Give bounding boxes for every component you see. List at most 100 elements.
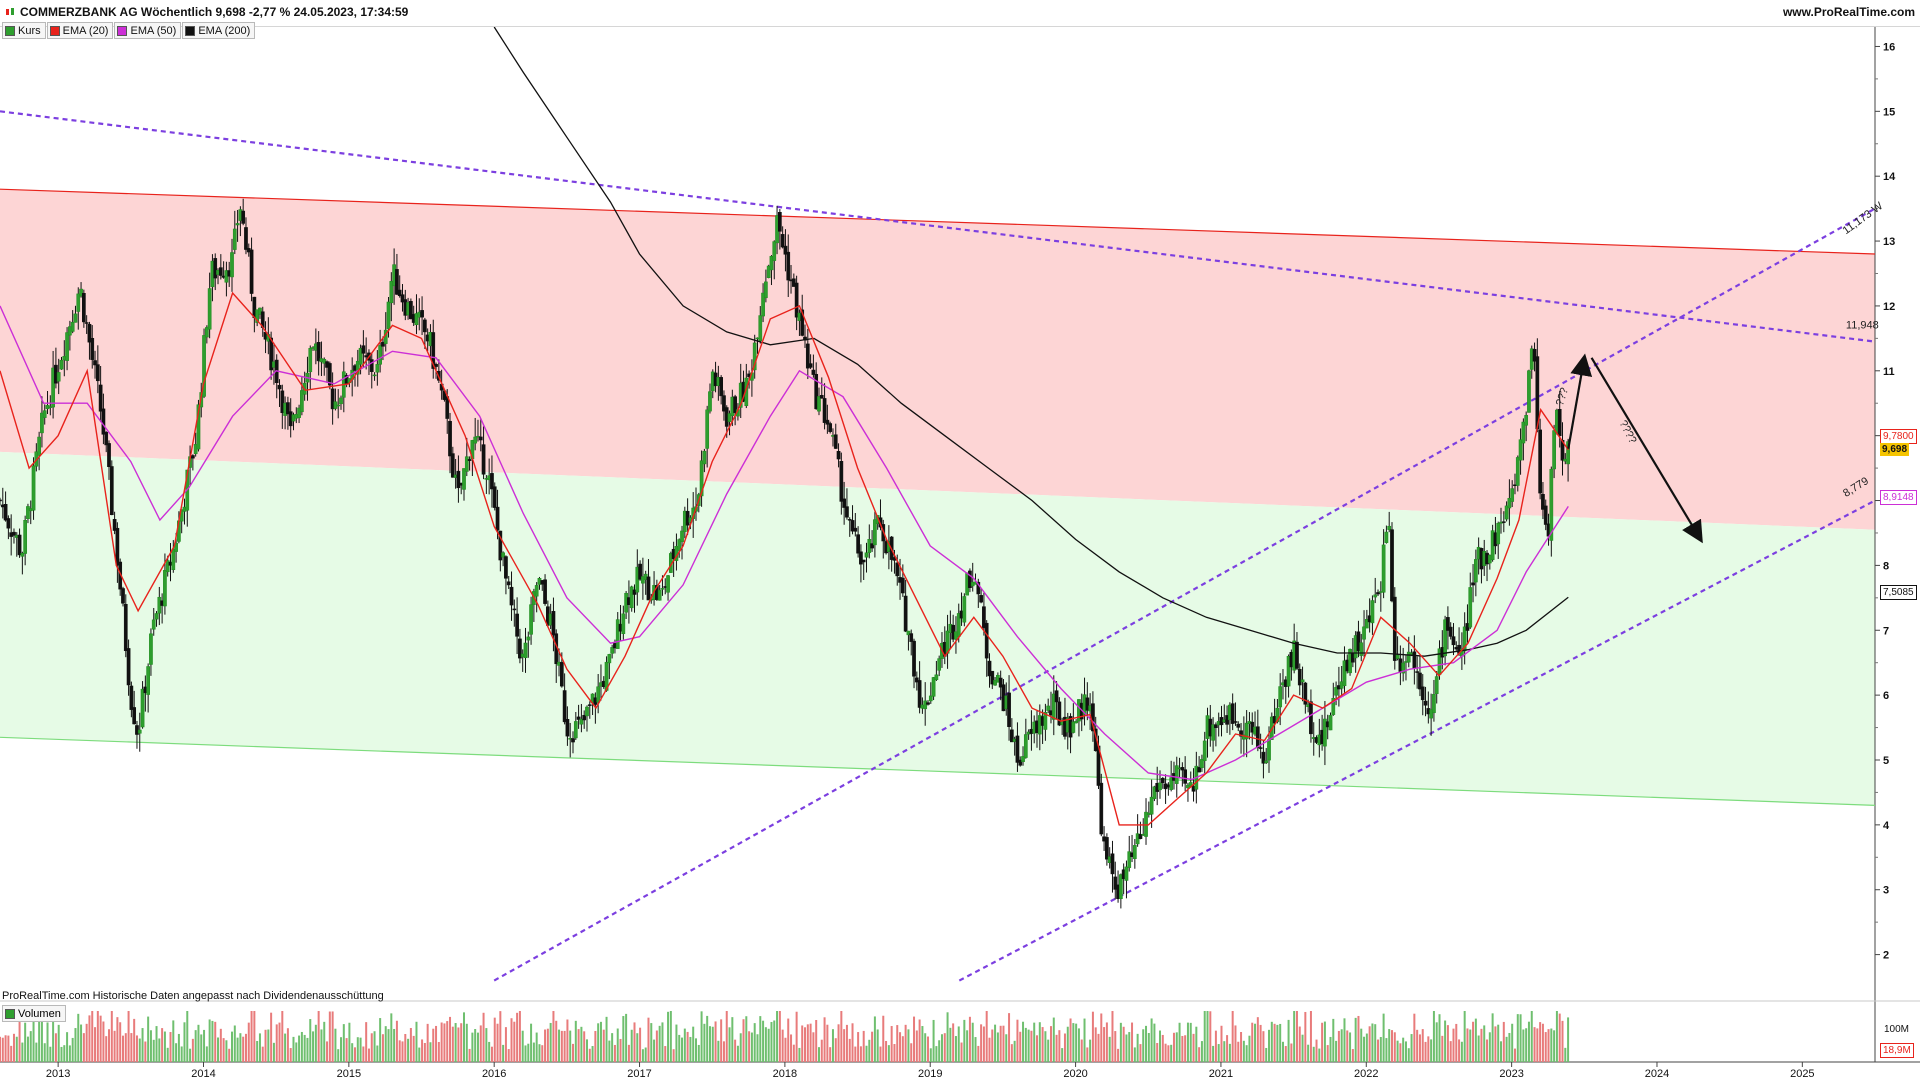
x-tick-label: 2013 bbox=[46, 1068, 70, 1080]
volume-bar bbox=[924, 1033, 927, 1062]
indicator-legend: Kurs EMA (20) EMA (50) EMA (200) bbox=[2, 22, 256, 39]
volume-bar bbox=[426, 1023, 429, 1062]
volume-bar bbox=[29, 1031, 32, 1062]
volume-bar bbox=[1058, 1030, 1061, 1062]
candle-body bbox=[984, 622, 989, 659]
candle-body bbox=[512, 608, 517, 611]
source-link[interactable]: www.ProRealTime.com bbox=[1782, 5, 1915, 19]
volume-bar bbox=[991, 1029, 994, 1062]
candle-body bbox=[1018, 759, 1023, 766]
candle-body bbox=[232, 228, 237, 250]
volume-bar bbox=[479, 1025, 482, 1062]
volume-bar bbox=[1449, 1041, 1452, 1062]
candle-body bbox=[492, 486, 497, 508]
volume-bar bbox=[292, 1036, 295, 1062]
candle-body bbox=[297, 407, 301, 418]
candle-body bbox=[381, 341, 385, 347]
candle-body bbox=[1541, 494, 1545, 510]
volume-bar bbox=[499, 1011, 502, 1062]
volume-bar bbox=[602, 1029, 605, 1062]
volume-bar bbox=[80, 1024, 83, 1062]
candle-body bbox=[213, 258, 218, 279]
candlestick-icon bbox=[6, 8, 14, 15]
candle-body bbox=[126, 648, 131, 686]
volume-bar bbox=[423, 1042, 426, 1062]
candle-body bbox=[859, 551, 863, 565]
volume-bar bbox=[966, 1030, 969, 1062]
volume-bar bbox=[77, 1013, 80, 1062]
volume-bar bbox=[401, 1041, 404, 1062]
legend-label: Kurs bbox=[18, 24, 41, 37]
volume-bar bbox=[516, 1012, 519, 1062]
volume-bar bbox=[1527, 1021, 1530, 1062]
candle-body bbox=[1051, 693, 1056, 720]
volume-bar bbox=[1217, 1044, 1220, 1062]
candle-body bbox=[878, 517, 883, 528]
volume-bar bbox=[1052, 1017, 1055, 1062]
candle-body bbox=[3, 504, 8, 521]
volume-bar bbox=[1312, 1046, 1315, 1062]
volume-bar bbox=[1536, 1028, 1539, 1062]
volume-bar bbox=[376, 1045, 379, 1062]
volume-legend[interactable]: Volumen bbox=[2, 1005, 66, 1022]
candle-body bbox=[336, 404, 341, 407]
volume-bar bbox=[594, 1030, 597, 1062]
trendline-channel-lower bbox=[958, 499, 1876, 982]
candle-body bbox=[926, 702, 930, 705]
volume-bar bbox=[166, 1047, 169, 1062]
candle-body bbox=[1342, 660, 1347, 687]
candle-body bbox=[666, 575, 670, 593]
volume-bar bbox=[468, 1048, 471, 1062]
volume-bar bbox=[790, 1034, 793, 1062]
legend-ema50[interactable]: EMA (50) bbox=[114, 22, 182, 39]
candle-body bbox=[839, 461, 844, 502]
candle-body bbox=[573, 721, 578, 739]
volume-bar bbox=[815, 1020, 818, 1062]
candle-body bbox=[87, 323, 92, 343]
volume-bar bbox=[588, 1048, 591, 1062]
candle-body bbox=[98, 384, 103, 412]
volume-bar bbox=[728, 1027, 731, 1062]
candle-body bbox=[976, 581, 981, 595]
candle-body bbox=[112, 519, 117, 531]
legend-ema200[interactable]: EMA (200) bbox=[182, 22, 256, 39]
volume-bar bbox=[1351, 1049, 1354, 1062]
candle-body bbox=[705, 409, 710, 449]
candle-body bbox=[372, 374, 377, 377]
candle-body bbox=[1105, 837, 1109, 860]
volume-bar bbox=[1522, 1029, 1525, 1062]
candle-body bbox=[358, 347, 363, 365]
legend-ema20[interactable]: EMA (20) bbox=[46, 22, 114, 39]
candle-body bbox=[847, 519, 852, 521]
candle-body bbox=[621, 613, 626, 635]
volume-bar bbox=[1226, 1035, 1229, 1062]
volume-bar bbox=[362, 1046, 365, 1062]
volume-bar bbox=[901, 1036, 904, 1062]
candle-body bbox=[218, 267, 223, 276]
volume-bar bbox=[135, 1035, 138, 1062]
candle-body bbox=[1552, 430, 1556, 470]
volume-bar bbox=[1013, 1040, 1016, 1062]
volume-bar bbox=[435, 1025, 438, 1062]
volume-bar bbox=[851, 1023, 854, 1062]
candle-body bbox=[1149, 796, 1154, 815]
volume-bar bbox=[653, 1039, 656, 1062]
volume-bar bbox=[96, 1011, 99, 1062]
candle-body bbox=[543, 579, 547, 604]
candle-body bbox=[582, 714, 587, 721]
volume-bar bbox=[943, 1033, 946, 1062]
ema200-line bbox=[493, 26, 1569, 657]
candle-body bbox=[1434, 676, 1439, 694]
legend-kurs[interactable]: Kurs bbox=[2, 22, 46, 39]
volume-bar bbox=[597, 1023, 600, 1062]
volume-bar bbox=[345, 1038, 348, 1062]
volume-bar bbox=[636, 1033, 639, 1062]
candle-body bbox=[395, 269, 399, 295]
volume-bar bbox=[764, 1027, 767, 1062]
volume-bar bbox=[1455, 1023, 1458, 1062]
trendline-upper-resistance bbox=[0, 188, 1876, 255]
candle-body bbox=[1071, 721, 1076, 733]
volume-bar bbox=[1164, 1043, 1167, 1062]
volume-bar bbox=[130, 1033, 133, 1062]
